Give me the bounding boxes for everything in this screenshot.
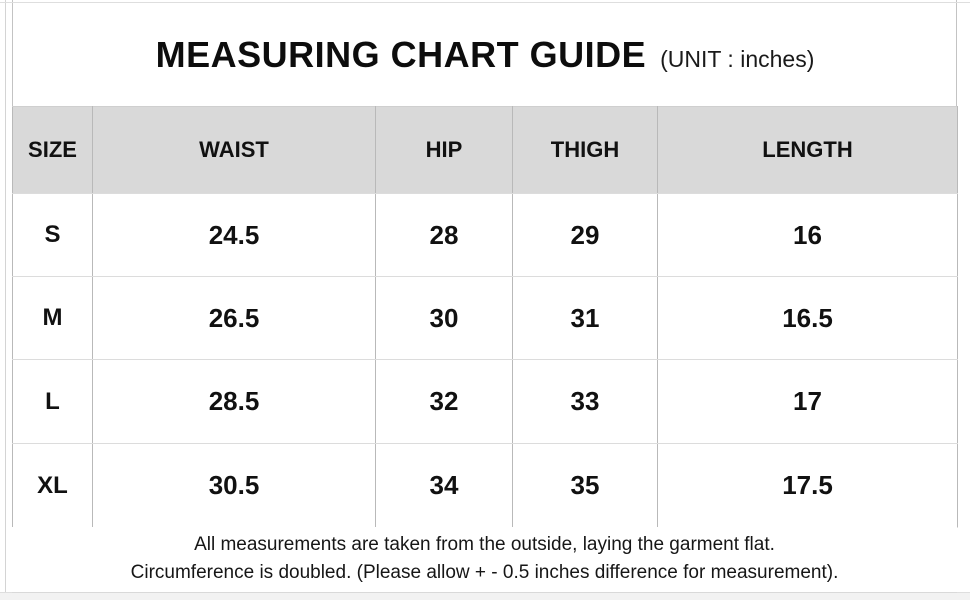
title-row: MEASURING CHART GUIDE (UNIT : inches)	[13, 3, 957, 106]
length-value: 17	[657, 359, 958, 444]
size-chart-table: SIZE WAIST HIP THIGH LENGTH S 24.5 28 29…	[12, 106, 958, 528]
table-row-m: M 26.5 30 31 16.5	[12, 276, 958, 360]
gridline-vertical-left-outer	[5, 0, 6, 600]
measurement-note: All measurements are taken from the outs…	[12, 527, 957, 593]
gridline-horizontal-top	[0, 2, 970, 3]
length-value: 17.5	[657, 443, 958, 528]
table-row-s: S 24.5 28 29 16	[12, 193, 958, 277]
waist-value: 24.5	[92, 193, 376, 277]
table-header: SIZE WAIST HIP THIGH LENGTH	[12, 106, 958, 194]
size-label: L	[12, 359, 93, 444]
thigh-value: 31	[512, 276, 658, 360]
column-header-hip: HIP	[375, 106, 513, 194]
table-row-l: L 28.5 32 33 17	[12, 359, 958, 444]
title-unit: (UNIT : inches)	[660, 45, 815, 72]
length-value: 16	[657, 193, 958, 277]
thigh-value: 33	[512, 359, 658, 444]
table-row-xl: XL 30.5 34 35 17.5	[12, 443, 958, 528]
table-body: S 24.5 28 29 16 M 26.5 30 31 16.5 L 28.5…	[12, 193, 958, 528]
column-header-waist: WAIST	[92, 106, 376, 194]
hip-value: 32	[375, 359, 513, 444]
measurement-note-line1: All measurements are taken from the outs…	[194, 534, 775, 556]
title-main: MEASURING CHART GUIDE	[155, 33, 647, 75]
waist-value: 30.5	[92, 443, 376, 528]
hip-value: 28	[375, 193, 513, 277]
size-label: XL	[12, 443, 93, 528]
size-label: S	[12, 193, 93, 277]
size-label: M	[12, 276, 93, 360]
waist-value: 26.5	[92, 276, 376, 360]
thigh-value: 29	[512, 193, 658, 277]
column-header-length: LENGTH	[657, 106, 958, 194]
page-title: MEASURING CHART GUIDE (UNIT : inches)	[156, 34, 815, 76]
header-row: SIZE WAIST HIP THIGH LENGTH	[12, 106, 958, 194]
hip-value: 30	[375, 276, 513, 360]
column-header-size: SIZE	[12, 106, 93, 194]
hip-value: 34	[375, 443, 513, 528]
measurement-note-line2: Circumference is doubled. (Please allow …	[130, 562, 839, 583]
thigh-value: 35	[512, 443, 658, 528]
waist-value: 28.5	[92, 359, 376, 444]
length-value: 16.5	[657, 276, 958, 360]
bottom-margin-strip	[0, 593, 970, 600]
column-header-thigh: THIGH	[512, 106, 658, 194]
